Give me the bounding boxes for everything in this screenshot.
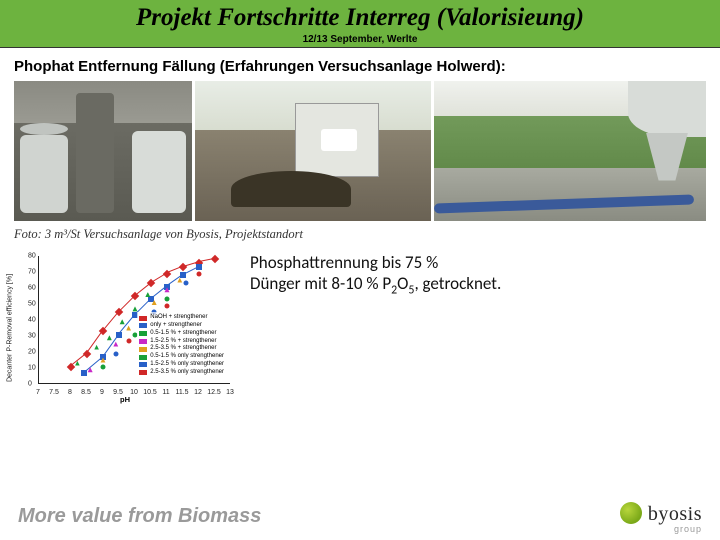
body-line2: Dünger mit 8-10 % P2O5, getrocknet. <box>250 273 706 298</box>
logo-leaf-icon <box>620 502 642 524</box>
logo-text: byosis <box>648 503 702 526</box>
photo-silo <box>434 81 706 221</box>
byosis-logo: byosis group <box>620 498 702 534</box>
section-heading: Phophat Entfernung Fällung (Erfahrungen … <box>0 48 720 81</box>
body-text: Phosphattrennung bis 75 % Dünger mit 8-1… <box>250 250 706 406</box>
footer-tagline: More value from Biomass <box>18 505 261 528</box>
page-subtitle: 12/13 September, Werlte <box>12 34 708 45</box>
header-band: Projekt Fortschritte Interreg (Valorisie… <box>0 0 720 48</box>
footer: More value from Biomass byosis group <box>0 496 720 540</box>
photo-strip <box>0 81 720 221</box>
photo-caption: Foto: 3 m³/St Versuchsanlage von Byosis,… <box>0 221 720 246</box>
efficiency-chart: Decanter P-Removal efficiency [%] NaOH +… <box>14 250 236 406</box>
chart-ylabel: Decanter P-Removal efficiency [%] <box>7 273 14 381</box>
body-line1: Phosphattrennung bis 75 % <box>250 252 706 273</box>
lower-section: Decanter P-Removal efficiency [%] NaOH +… <box>0 246 720 406</box>
chart-xlabel: pH <box>120 395 130 404</box>
photo-pile <box>195 81 431 221</box>
photo-tanks <box>14 81 192 221</box>
page-title: Projekt Fortschritte Interreg (Valorisie… <box>12 4 708 32</box>
